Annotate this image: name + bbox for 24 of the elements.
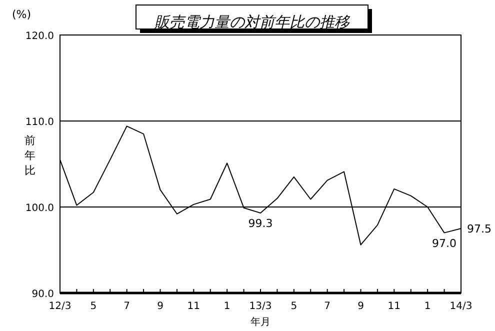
x-axis-title: 年月 xyxy=(250,316,270,328)
x-tick-label: 11 xyxy=(388,301,401,312)
x-tick-label: 13/3 xyxy=(249,301,272,312)
x-tick-label: 7 xyxy=(124,301,130,312)
data-label: 97.5 xyxy=(467,222,492,236)
y-axis-title: 前年比 xyxy=(24,134,36,177)
x-tick-label: 9 xyxy=(358,301,364,312)
text: (%) xyxy=(12,8,32,21)
x-tick-label: 12/3 xyxy=(48,301,72,312)
x-tick-label: 9 xyxy=(157,301,164,312)
x-tick-label: 14/3 xyxy=(450,301,472,312)
x-tick-label: 5 xyxy=(90,301,97,312)
chart-title: 販売電力量の対前年比の推移 xyxy=(154,13,350,32)
x-tick-label: 1 xyxy=(224,301,230,312)
y-tick-label: 110.0 xyxy=(25,117,54,128)
x-tick-label: 5 xyxy=(290,301,298,312)
y-tick-label: 90.0 xyxy=(32,289,54,300)
x-tick-label: 1 xyxy=(424,301,431,312)
x-tick-label: 11 xyxy=(187,301,200,312)
data-label: 97.0 xyxy=(432,236,457,250)
x-tick-label: 7 xyxy=(324,301,331,312)
data-label: 99.3 xyxy=(248,217,273,230)
y-tick-label: 120.0 xyxy=(25,31,54,42)
y-tick-label: 100.0 xyxy=(25,203,54,214)
